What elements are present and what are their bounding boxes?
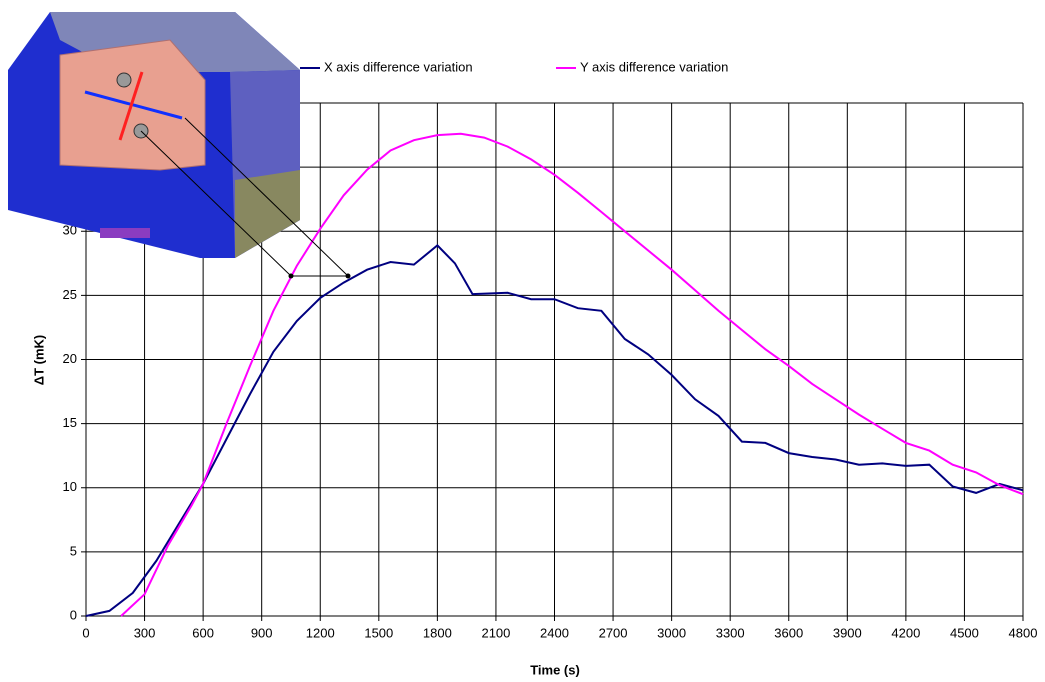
x-tick-label: 2400 xyxy=(540,625,569,640)
legend-label: X axis difference variation xyxy=(324,59,473,74)
y-tick-label: 25 xyxy=(63,287,77,302)
sensor xyxy=(117,73,131,87)
x-tick-label: 2100 xyxy=(481,625,510,640)
x-tick-label: 4200 xyxy=(891,625,920,640)
x-tick-label: 4500 xyxy=(950,625,979,640)
y-tick-label: 20 xyxy=(63,351,77,366)
x-tick-label: 3300 xyxy=(716,625,745,640)
x-tick-label: 900 xyxy=(251,625,273,640)
x-tick-label: 1200 xyxy=(306,625,335,640)
x-tick-label: 2700 xyxy=(599,625,628,640)
block-bottom xyxy=(235,170,300,258)
y-tick-label: 5 xyxy=(70,543,77,558)
connector-dot xyxy=(346,274,351,279)
y-axis-label: ΔT (mK) xyxy=(31,335,46,386)
x-tick-label: 300 xyxy=(134,625,156,640)
x-tick-label: 0 xyxy=(82,625,89,640)
foot xyxy=(100,228,150,238)
x-tick-label: 3900 xyxy=(833,625,862,640)
model-inset xyxy=(8,12,351,279)
x-tick-label: 3000 xyxy=(657,625,686,640)
x-tick-label: 600 xyxy=(192,625,214,640)
connector-dot xyxy=(289,274,294,279)
x-tick-label: 1500 xyxy=(364,625,393,640)
legend-label: Y axis difference variation xyxy=(580,59,728,74)
page: {"chart_data": {"type": "line", "x_label… xyxy=(0,0,1045,682)
y-tick-label: 10 xyxy=(63,479,77,494)
x-tick-label: 1800 xyxy=(423,625,452,640)
x-tick-label: 4800 xyxy=(1009,625,1038,640)
chart: 0510152025303540030060090012001500180021… xyxy=(0,0,1045,682)
x-tick-label: 3600 xyxy=(774,625,803,640)
y-tick-label: 0 xyxy=(70,607,77,622)
x-axis-label: Time (s) xyxy=(530,662,580,677)
y-tick-label: 15 xyxy=(63,415,77,430)
